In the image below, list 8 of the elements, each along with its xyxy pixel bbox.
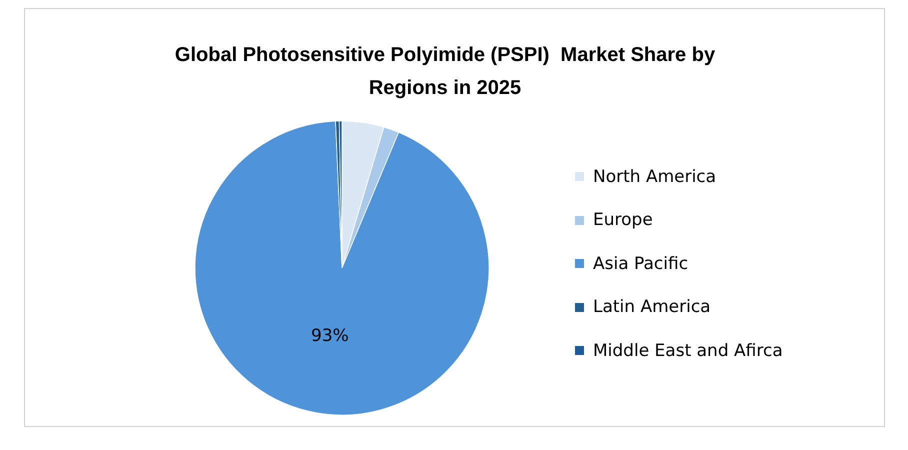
- legend-label: Asia Pacific: [593, 254, 688, 274]
- legend-label: Europe: [593, 210, 653, 230]
- pie-slice: [194, 120, 490, 416]
- data-label: 93%: [311, 326, 349, 346]
- legend-label: Middle East and Afirca: [593, 340, 783, 361]
- legend-label: Latin America: [593, 297, 711, 318]
- legend-label: North America: [593, 166, 716, 187]
- chart-title: Global Photosensitive Polyimide (PSPI) Market Share by Regions in 2025: [174, 43, 716, 101]
